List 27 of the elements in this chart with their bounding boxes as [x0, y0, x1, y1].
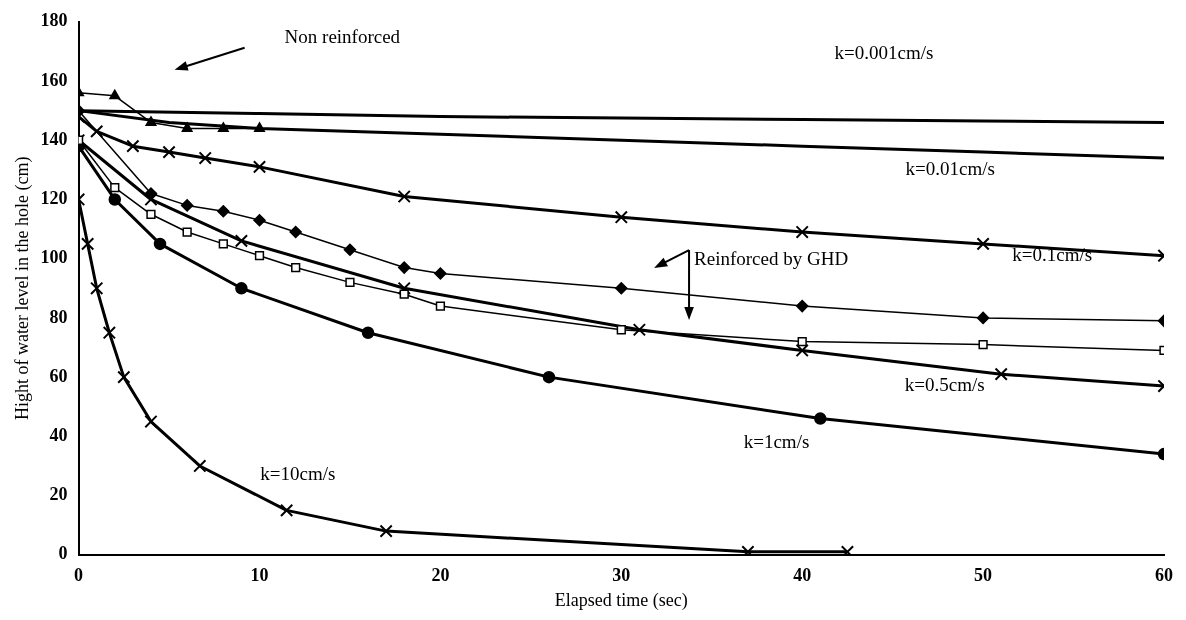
x-tick-label: 60: [1155, 565, 1173, 586]
annotation: k=10cm/s: [260, 462, 336, 484]
annotation: k=0.1cm/s: [1012, 243, 1093, 265]
x-tick-label: 50: [974, 565, 993, 586]
x-axis-title: Elapsed time (sec): [554, 589, 688, 611]
y-tick-label: 180: [40, 10, 68, 31]
annotation: k=0.001cm/s: [834, 41, 934, 63]
x-tick-label: 40: [793, 565, 812, 586]
y-tick-label: 120: [40, 188, 68, 209]
y-tick-label: 0: [58, 543, 68, 564]
annotation: k=0.5cm/s: [904, 373, 985, 395]
x-tick-label: 10: [250, 565, 269, 586]
x-tick-label: 0: [74, 565, 84, 586]
annotation: k=0.01cm/s: [905, 157, 995, 179]
y-tick-label: 100: [40, 247, 68, 268]
y-axis-title: Hight of water level in the hole (cm): [11, 156, 33, 421]
y-tick-label: 40: [49, 425, 68, 446]
annotation: Non reinforced: [284, 25, 401, 47]
x-tick-label: 20: [431, 565, 450, 586]
x-tick-label: 30: [612, 565, 631, 586]
annotation: Reinforced by GHD: [694, 248, 849, 270]
y-tick-label: 160: [40, 69, 68, 90]
y-tick-label: 20: [49, 484, 68, 505]
y-tick-label: 60: [49, 365, 68, 386]
y-tick-label: 80: [49, 306, 68, 327]
annotation: k=1cm/s: [743, 430, 810, 452]
y-tick-label: 140: [40, 128, 68, 149]
